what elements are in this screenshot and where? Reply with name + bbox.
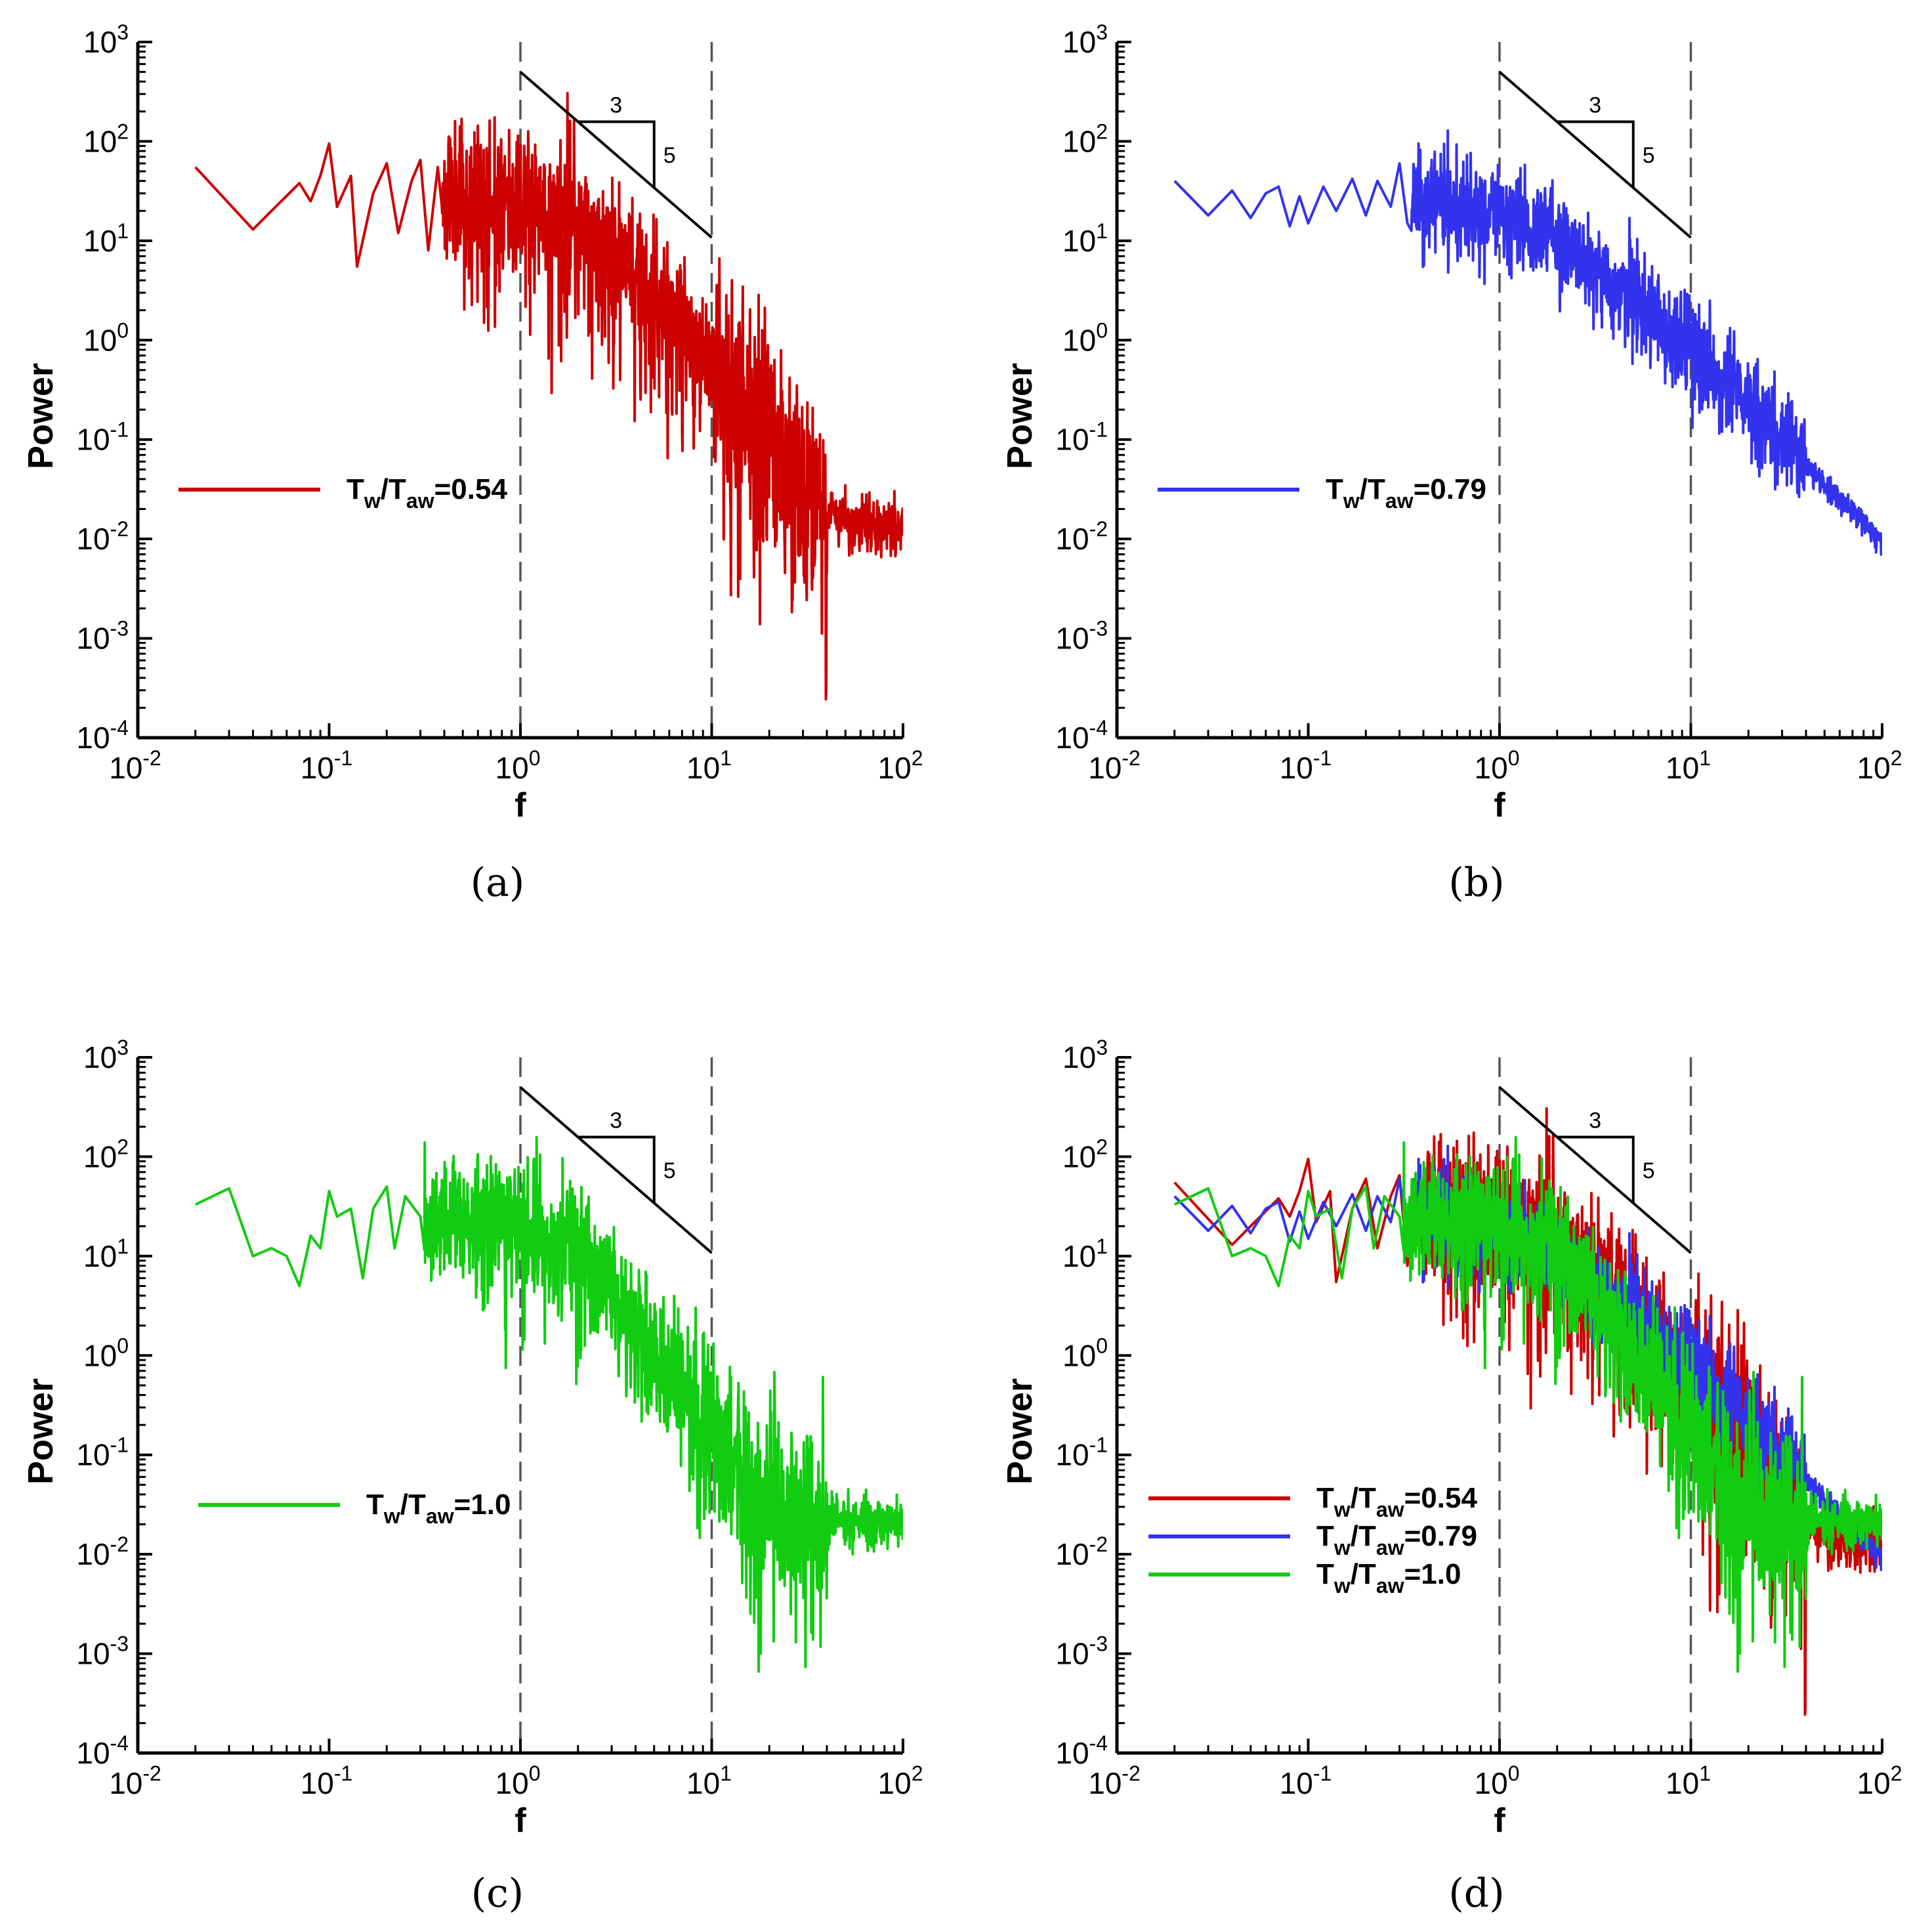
y-tick-label: 10-4 [76, 716, 129, 755]
y-tick-label: 10-1 [76, 418, 129, 457]
y-tick-label: 100 [83, 318, 129, 357]
y-axis-label: Power [1000, 1378, 1040, 1485]
chart-panel-b: 3 5 10-2 10-1 100 101 102 10-4 10-3 10-2 10-1 100 10… [1000, 20, 1902, 906]
y-tick-label: 101 [1062, 219, 1108, 258]
x-tick-label: 101 [686, 1762, 732, 1800]
legend-label: Tw/Taw=0.54 [346, 473, 507, 513]
y-tick-label: 10-1 [1055, 1433, 1108, 1472]
x-tick-label: 102 [1857, 746, 1902, 785]
x-tick-label: 10-1 [1280, 746, 1332, 785]
y-tick-label: 102 [1062, 1135, 1108, 1173]
chart-panel-a: 3 5 10-2 10-1 100 101 102 10-4 10-3 10-2 10-1 100 10… [21, 20, 923, 906]
x-tick-label: 10-2 [109, 1762, 161, 1800]
x-tick-label: 10-1 [1280, 1762, 1332, 1800]
slope-rise-label: 5 [1643, 143, 1655, 168]
slope-line [1498, 71, 1692, 239]
y-tick-label: 10-3 [76, 1632, 129, 1671]
y-tick-label: 100 [83, 1334, 129, 1372]
slope-rise-label: 5 [663, 143, 676, 168]
x-axis-label: f [1494, 1802, 1505, 1840]
y-axis-label: Power [1000, 363, 1040, 469]
panel-label: (c) [471, 1870, 524, 1916]
y-tick-label: 10-2 [1055, 1532, 1108, 1571]
x-axis-label: f [514, 786, 526, 824]
y-tick-label: 10-4 [76, 1731, 129, 1770]
series-line [1173, 1135, 1882, 1673]
legend-label: Tw/Taw=1.0 [366, 1489, 511, 1528]
x-axis-label: f [514, 1802, 526, 1840]
x-tick-label: 100 [495, 746, 541, 785]
y-tick-label: 10-1 [76, 1433, 129, 1472]
y-tick-label: 10-1 [1055, 418, 1108, 457]
series-line [1173, 129, 1882, 556]
series-line [194, 1135, 903, 1673]
legend-label: Tw/Taw=0.79 [1316, 1520, 1477, 1559]
panel-label: (a) [471, 860, 525, 906]
y-tick-label: 103 [83, 20, 129, 59]
y-tick-label: 103 [1062, 20, 1108, 59]
legend-label: Tw/Taw=0.54 [1316, 1482, 1477, 1521]
x-axis-label: f [1494, 786, 1505, 824]
y-tick-label: 102 [83, 119, 129, 158]
y-axis-label: Power [21, 1378, 60, 1485]
x-tick-label: 10-2 [1088, 1762, 1141, 1800]
x-tick-label: 102 [878, 1762, 923, 1800]
slope-line [519, 1086, 713, 1254]
x-tick-label: 101 [1666, 1762, 1711, 1800]
slope-triangle [1557, 120, 1635, 188]
y-tick-label: 10-3 [1055, 1632, 1108, 1671]
y-tick-label: 101 [83, 1235, 129, 1273]
y-tick-label: 10-2 [76, 1532, 129, 1571]
slope-rise-label: 5 [663, 1158, 676, 1183]
chart-panel-d: 3 5 10-2 10-1 100 101 102 10-4 10-3 10-2 10-1 100 10… [1000, 1036, 1902, 1916]
y-tick-label: 102 [1062, 119, 1108, 158]
x-tick-label: 100 [1475, 746, 1520, 785]
x-tick-label: 10-2 [1088, 746, 1141, 785]
y-tick-label: 10-4 [1055, 1731, 1108, 1770]
panel-label: (b) [1448, 860, 1504, 906]
slope-run-label: 3 [1589, 1109, 1601, 1133]
y-tick-label: 103 [83, 1036, 129, 1074]
y-tick-label: 100 [1062, 1334, 1108, 1372]
y-tick-label: 100 [1062, 318, 1108, 357]
slope-line [519, 71, 713, 239]
y-tick-label: 101 [83, 219, 129, 258]
series-line [194, 91, 903, 701]
slope-rise-label: 5 [1643, 1158, 1655, 1183]
x-tick-label: 10-1 [301, 746, 353, 785]
y-tick-label: 103 [1062, 1036, 1108, 1074]
slope-triangle [578, 1135, 656, 1203]
chart-panel-c: 3 5 10-2 10-1 100 101 102 10-4 10-3 10-2 10-1 100 10… [21, 1036, 923, 1916]
legend-label: Tw/Taw=0.79 [1326, 473, 1486, 513]
slope-run-label: 3 [1589, 93, 1601, 118]
x-tick-label: 100 [1475, 1762, 1520, 1800]
y-axis-label: Power [21, 363, 60, 469]
x-tick-label: 100 [495, 1762, 541, 1800]
y-tick-label: 10-2 [1055, 517, 1108, 556]
slope-triangle [1557, 1135, 1635, 1203]
panel-label: (d) [1448, 1870, 1504, 1916]
y-tick-label: 10-3 [76, 617, 129, 656]
x-tick-label: 101 [686, 746, 732, 785]
legend-label: Tw/Taw=1.0 [1316, 1558, 1461, 1597]
x-tick-label: 10-2 [109, 746, 161, 785]
slope-triangle [578, 120, 656, 188]
y-tick-label: 102 [83, 1135, 129, 1173]
slope-run-label: 3 [610, 1109, 622, 1133]
x-tick-label: 102 [1857, 1762, 1902, 1800]
y-tick-label: 101 [1062, 1235, 1108, 1273]
y-tick-label: 10-4 [1055, 716, 1108, 755]
y-tick-label: 10-3 [1055, 617, 1108, 656]
slope-run-label: 3 [610, 93, 622, 118]
x-tick-label: 101 [1666, 746, 1711, 785]
slope-line [1498, 1086, 1692, 1254]
y-tick-label: 10-2 [76, 517, 129, 556]
x-tick-label: 10-1 [301, 1762, 353, 1800]
x-tick-label: 102 [878, 746, 923, 785]
